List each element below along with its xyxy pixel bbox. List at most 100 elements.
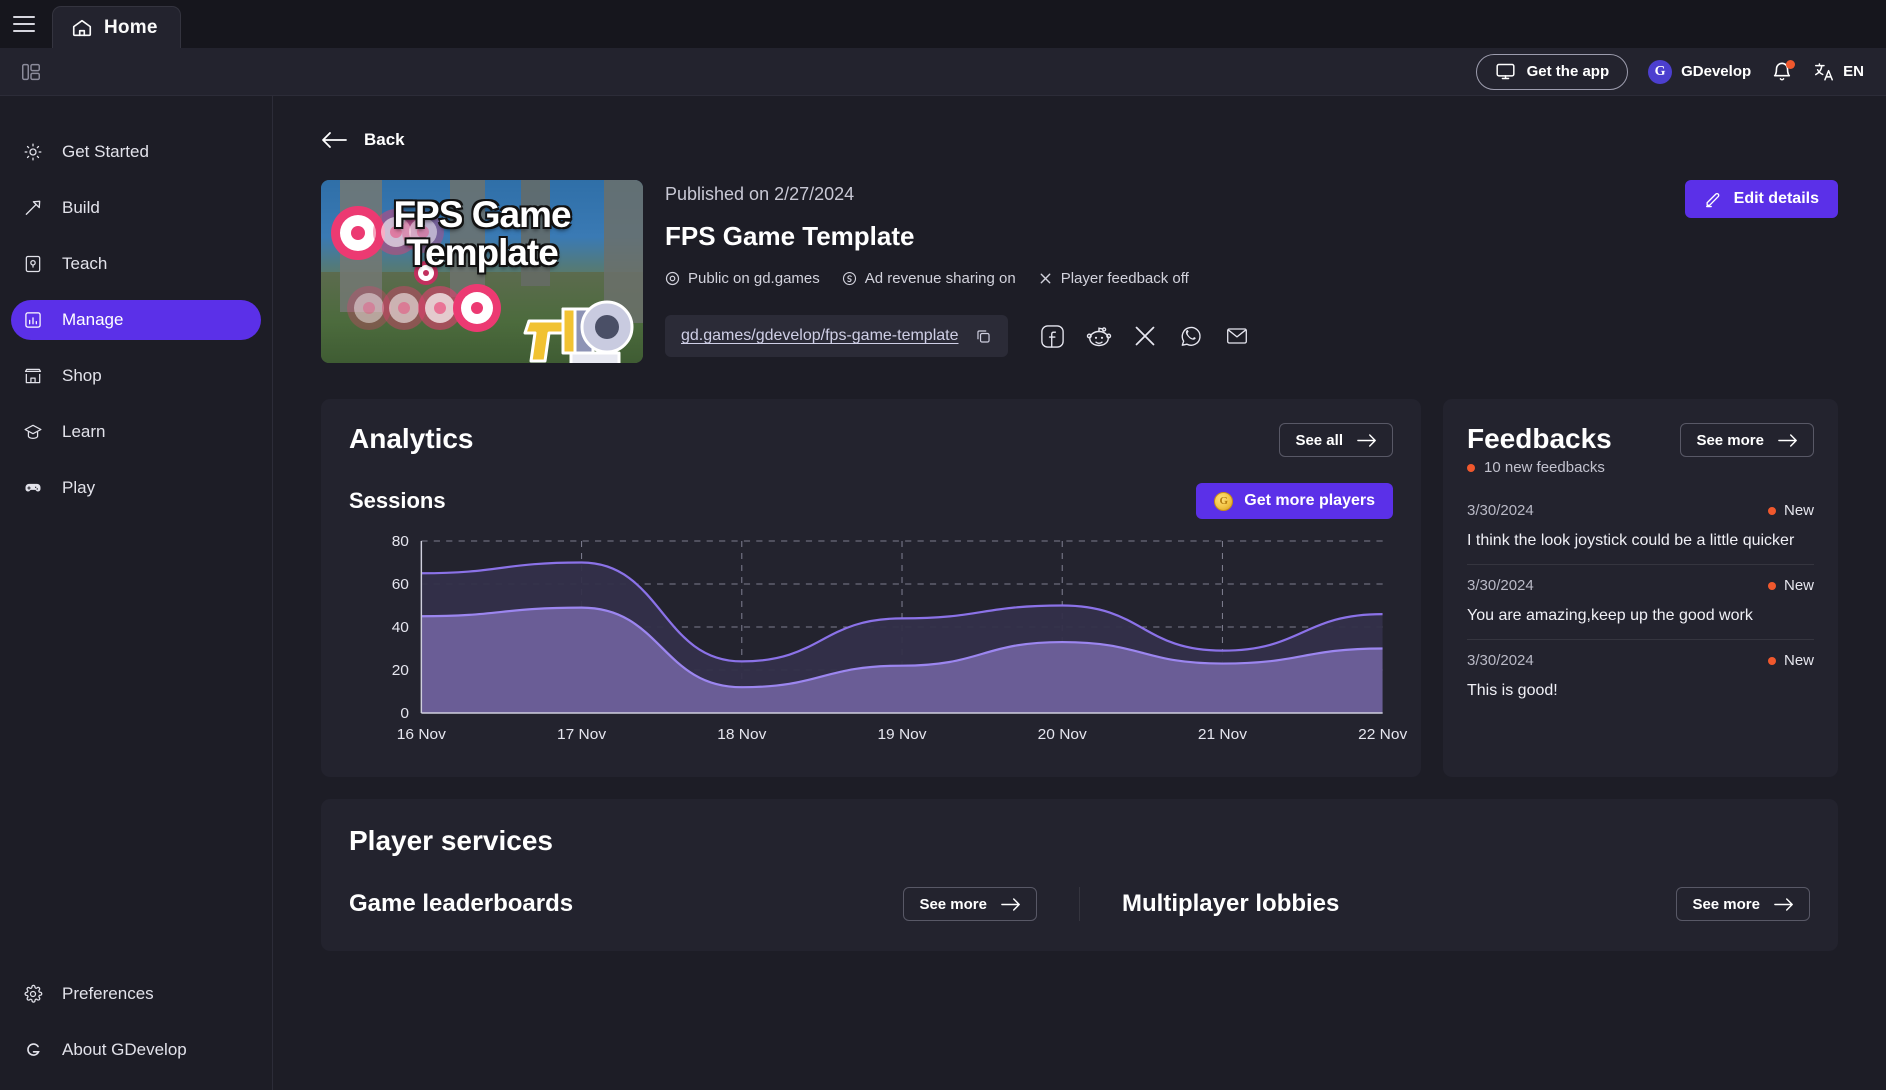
feedbacks-title: Feedbacks <box>1467 423 1612 454</box>
game-thumbnail[interactable]: FPS Game Template <box>321 180 643 363</box>
y-axis-tick-label: 60 <box>392 576 409 593</box>
chart-labels: 0 20 40 60 80 16 Nov 17 Nov 18 Nov 19 Nov 20 Nov 2… <box>392 533 1408 743</box>
sidebar-item-label: Preferences <box>62 984 154 1003</box>
feedback-status-badge: New <box>1767 577 1814 594</box>
page-title: FPS Game Template <box>665 221 915 251</box>
body: Get Started Build <box>0 96 1886 1090</box>
feedback-status-label: New <box>1783 577 1814 594</box>
game-url-box[interactable]: gd.games/gdevelop/fps-game-template <box>665 315 1008 357</box>
analytics-see-all-button[interactable]: See all <box>1279 423 1393 457</box>
edit-details-label: Edit details <box>1733 190 1819 207</box>
feedback-date: 3/30/2024 <box>1467 577 1534 594</box>
sidebar-item-get-started[interactable]: Get Started <box>11 132 261 172</box>
see-more-label: See more <box>919 895 987 913</box>
hamburger-icon[interactable] <box>0 0 48 48</box>
account-button[interactable]: G GDevelop <box>1648 59 1751 84</box>
new-dot-icon <box>1767 581 1776 590</box>
thumbnail-pillar <box>604 180 643 323</box>
sidebar-item-label: Learn <box>62 422 106 441</box>
copy-icon[interactable] <box>975 328 992 345</box>
x-twitter-icon[interactable] <box>1128 319 1162 353</box>
edit-details-button[interactable]: Edit details <box>1684 180 1838 218</box>
graduation-cap-icon <box>22 421 44 443</box>
sidebar-item-teach[interactable]: Teach <box>11 244 261 284</box>
notifications-button[interactable] <box>1771 59 1796 83</box>
flag-player-feedback: Player feedback off <box>1038 270 1189 287</box>
reddit-icon[interactable] <box>1082 319 1116 353</box>
feedback-date: 3/30/2024 <box>1467 502 1534 519</box>
flag-label: Ad revenue sharing on <box>864 270 1016 287</box>
dollar-circle-icon <box>842 271 857 286</box>
x-axis-tick-label: 19 Nov <box>877 726 926 743</box>
sidebar-item-shop[interactable]: Shop <box>11 356 261 396</box>
tab-home-label: Home <box>104 16 158 38</box>
arrow-right-icon <box>1778 433 1798 447</box>
sidebar-item-label: Build <box>62 198 100 217</box>
x-axis-tick-label: 22 Nov <box>1358 726 1407 743</box>
service-multiplayer-lobbies: Multiplayer lobbies See more <box>1079 887 1810 921</box>
get-more-players-button[interactable]: G Get more players <box>1196 483 1393 519</box>
y-axis-tick-label: 80 <box>392 533 409 550</box>
y-axis-tick-label: 40 <box>392 619 409 636</box>
sidebar-bottom: Preferences About GDevelop <box>0 974 272 1090</box>
panel-layout-icon[interactable] <box>14 55 48 89</box>
x-axis-tick-label: 17 Nov <box>557 726 606 743</box>
feedbacks-head: Feedbacks 10 new feedbacks See more <box>1467 423 1814 476</box>
sidebar-item-manage[interactable]: Manage <box>11 300 261 340</box>
flag-label: Player feedback off <box>1060 270 1189 287</box>
leaderboards-see-more-button[interactable]: See more <box>903 887 1037 921</box>
sidebar-item-label: Get Started <box>62 142 149 161</box>
feedback-item[interactable]: 3/30/2024 New You are amazing,keep up th… <box>1467 564 1814 639</box>
analytics-card: Analytics See all Sessions <box>321 399 1421 777</box>
sidebar-item-learn[interactable]: Learn <box>11 412 261 452</box>
social-share-row <box>1036 319 1254 353</box>
facebook-icon[interactable] <box>1036 319 1070 353</box>
game-meta: Published on 2/27/2024 FPS Game Template… <box>665 180 1838 357</box>
language-selector[interactable]: EN <box>1813 61 1864 83</box>
arrow-right-icon <box>1774 897 1794 911</box>
sidebar-item-build[interactable]: Build <box>11 188 261 228</box>
chart-areas <box>421 561 1383 713</box>
feedback-status-badge: New <box>1767 502 1814 519</box>
x-axis-tick-label: 21 Nov <box>1198 726 1247 743</box>
feedback-date: 3/30/2024 <box>1467 652 1534 669</box>
sidebar: Get Started Build <box>0 96 273 1090</box>
feedback-item[interactable]: 3/30/2024 New This is good! <box>1467 639 1814 714</box>
email-icon[interactable] <box>1220 319 1254 353</box>
analytics-head: Analytics See all <box>349 423 1393 457</box>
y-axis-tick-label: 0 <box>400 705 409 722</box>
sidebar-item-about-gdevelop[interactable]: About GDevelop <box>11 1030 261 1070</box>
chart-bar-icon <box>22 309 44 331</box>
sidebar-item-preferences[interactable]: Preferences <box>11 974 261 1014</box>
sidebar-item-play[interactable]: Play <box>11 468 261 508</box>
feedback-status-label: New <box>1783 502 1814 519</box>
feedbacks-new-count-label: 10 new feedbacks <box>1484 459 1605 476</box>
thumbnail-target <box>414 260 439 285</box>
analytics-title: Analytics <box>349 423 474 454</box>
flag-ad-revenue: Ad revenue sharing on <box>842 270 1016 287</box>
published-date: Published on 2/27/2024 <box>665 184 855 204</box>
whatsapp-icon[interactable] <box>1174 319 1208 353</box>
flag-label: Public on gd.games <box>688 270 820 287</box>
game-url-link[interactable]: gd.games/gdevelop/fps-game-template <box>681 327 959 344</box>
pencil-icon <box>1704 190 1722 208</box>
notification-badge <box>1786 59 1796 69</box>
sessions-chart[interactable]: 0 20 40 60 80 16 Nov 17 Nov 18 Nov 19 Nov 20 Nov 2… <box>349 533 1408 755</box>
chart-line-sessions <box>421 606 1383 689</box>
cards-row: Analytics See all Sessions <box>321 399 1838 777</box>
feedbacks-list: 3/30/2024 New I think the look joystick … <box>1467 490 1814 714</box>
sidebar-item-label: Play <box>62 478 96 497</box>
feedbacks-see-more-button[interactable]: See more <box>1680 423 1814 457</box>
sidebar-item-label: Teach <box>62 254 108 273</box>
thumbnail-target <box>453 284 502 333</box>
coin-icon: G <box>1214 491 1234 511</box>
feedback-item[interactable]: 3/30/2024 New I think the look joystick … <box>1467 490 1814 564</box>
thumbnail-gun <box>519 281 639 363</box>
tab-home[interactable]: Home <box>52 6 181 48</box>
book-icon <box>22 253 44 275</box>
arrow-right-icon <box>1357 433 1377 447</box>
get-the-app-button[interactable]: Get the app <box>1475 53 1629 90</box>
back-button[interactable]: Back <box>321 130 1838 150</box>
lobbies-see-more-button[interactable]: See more <box>1676 887 1810 921</box>
